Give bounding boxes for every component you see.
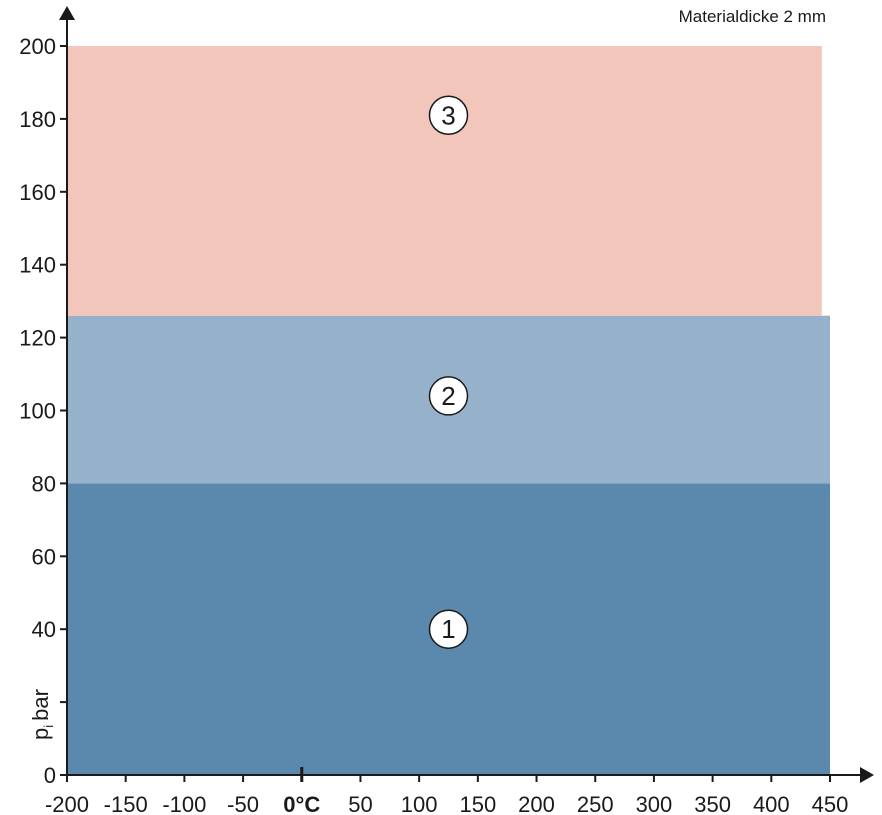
y-axis-label: pi bar <box>28 689 56 740</box>
y-tick-label: 140 <box>19 253 56 278</box>
ticks-layer: 0 40 60 80 100 120 140 160 180 200 -200 -150 -100 -50… <box>19 34 848 815</box>
y-tick-label: 60 <box>32 544 56 569</box>
y-tick-label: 100 <box>19 399 56 424</box>
markers-layer: 1 2 3 <box>428 95 469 649</box>
x-tick-label: 350 <box>694 792 731 815</box>
x-tick-label: 250 <box>577 792 614 815</box>
x-tick-label: 150 <box>459 792 496 815</box>
x-tick-label: -100 <box>162 792 206 815</box>
axes-layer <box>59 6 874 783</box>
x-axis-arrow-icon <box>860 767 874 783</box>
material-note: Materialdicke 2 mm <box>679 7 826 26</box>
y-tick-label: 180 <box>19 107 56 132</box>
y-axis-arrow-icon <box>59 6 75 20</box>
region-marker-2-circle <box>428 376 469 416</box>
region-marker-3-circle <box>428 95 469 136</box>
x-tick-label: 100 <box>401 792 438 815</box>
x-tick-label: 0°C <box>283 792 320 815</box>
y-axis-label-unit: bar <box>28 689 53 721</box>
y-tick-label: 40 <box>32 617 56 642</box>
y-tick-label: 0 <box>44 763 56 788</box>
y-axis-label-subscript: i <box>41 725 56 728</box>
region-marker-2-label: 2 <box>441 381 455 411</box>
x-tick-label: 50 <box>348 792 372 815</box>
x-tick-label: -200 <box>45 792 89 815</box>
x-tick-label: -50 <box>227 792 259 815</box>
y-axis-label-symbol: p <box>28 728 53 740</box>
x-tick-label: 200 <box>518 792 555 815</box>
x-tick-label: 450 <box>812 792 849 815</box>
region-3 <box>67 46 822 316</box>
y-tick-label: 120 <box>19 326 56 351</box>
x-tick-label: 300 <box>636 792 673 815</box>
x-tick-label: 400 <box>753 792 790 815</box>
region-marker-3-label: 3 <box>441 100 455 130</box>
region-marker-1-circle <box>428 609 469 649</box>
y-tick-label: 200 <box>19 34 56 59</box>
x-tick-label: -150 <box>104 792 148 815</box>
y-tick-label: 160 <box>19 180 56 205</box>
region-marker-1-label: 1 <box>441 614 455 644</box>
y-tick-label: 80 <box>32 471 56 496</box>
